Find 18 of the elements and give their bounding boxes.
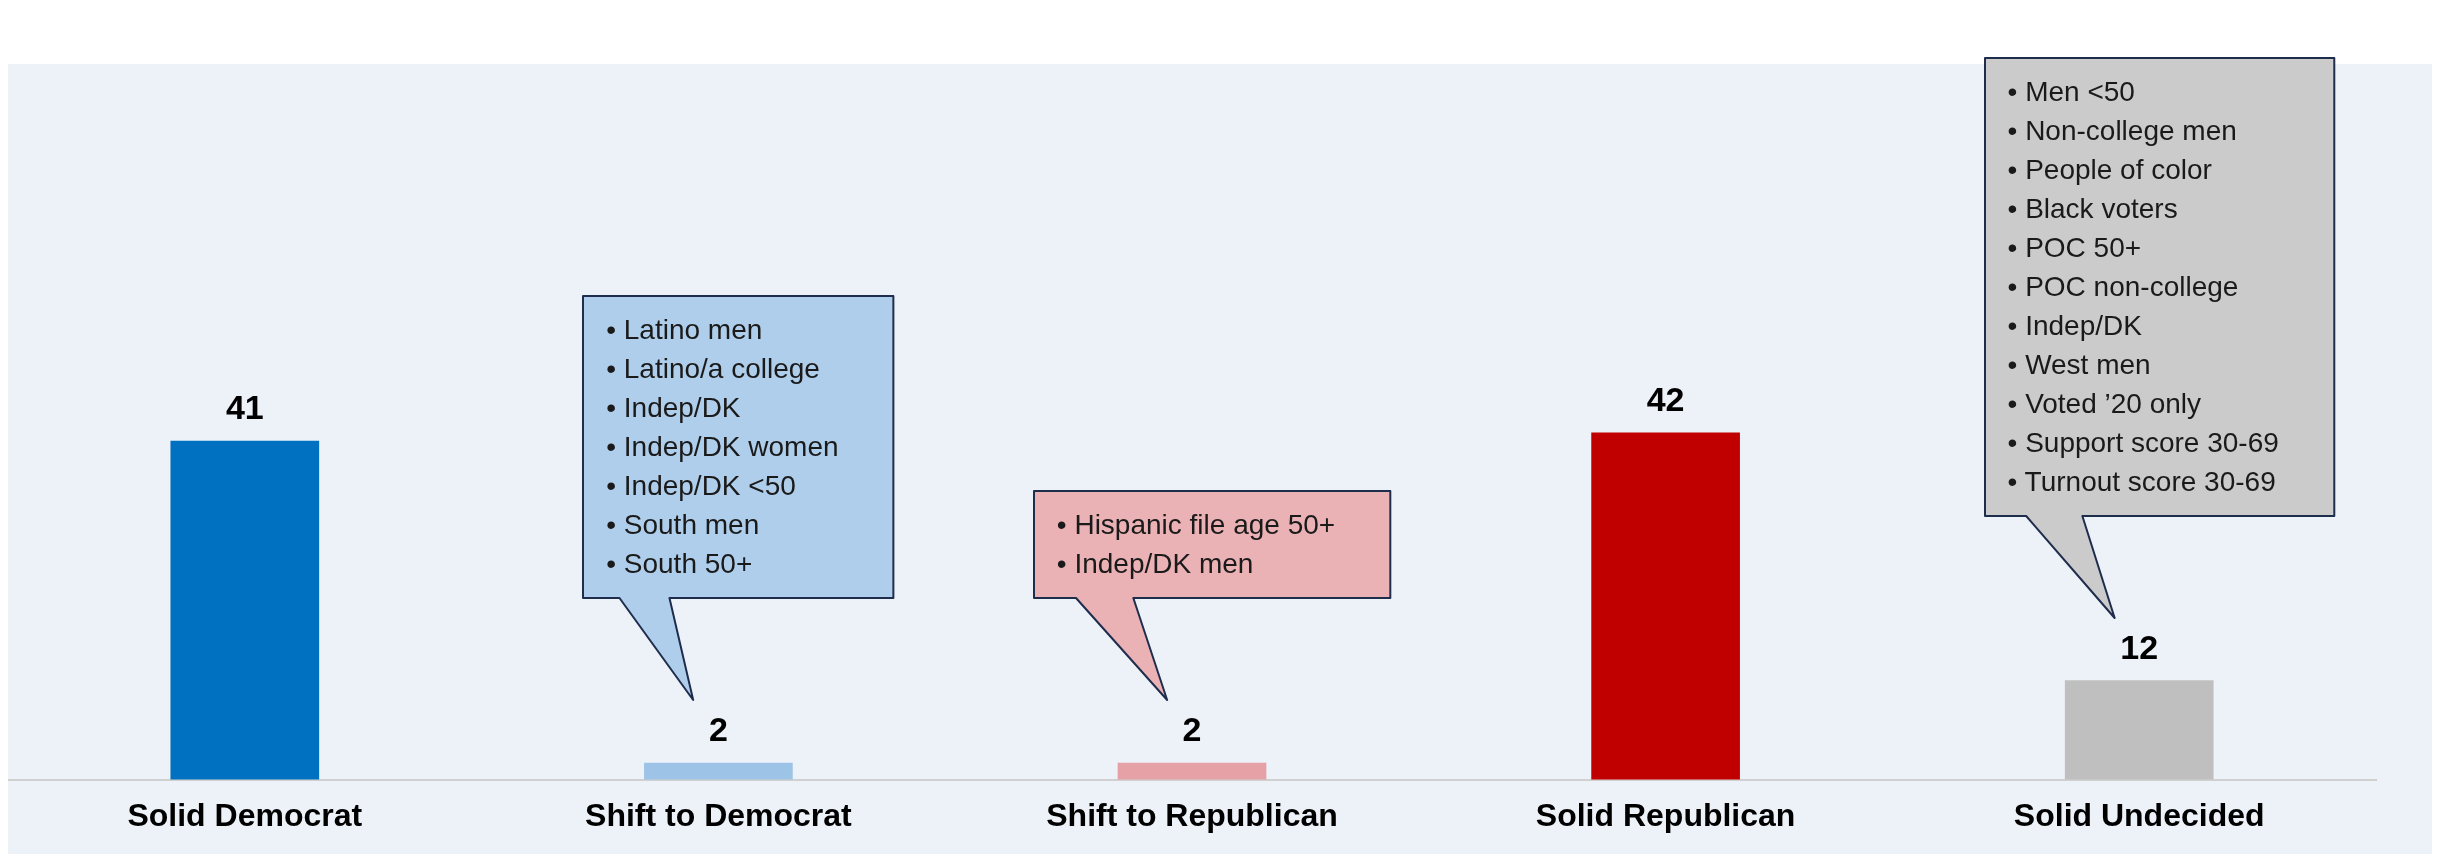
x-tick-label: Solid Democrat <box>127 796 363 833</box>
x-tick-label: Solid Republican <box>1535 796 1796 833</box>
bar <box>644 762 793 780</box>
data-label: 2 <box>708 710 728 749</box>
bar <box>1591 432 1740 780</box>
data-label: 12 <box>2120 627 2159 666</box>
data-label: 41 <box>225 388 264 427</box>
bar <box>1117 762 1267 780</box>
data-label: 42 <box>1646 380 1685 419</box>
annotation: • Latino men • Latino/a college • Indep/DK • Indep/DK women • Indep/DK <50 • South men • South 50+ <box>606 313 839 582</box>
data-label: 2 <box>1182 710 1202 749</box>
text: • Men <50 • Non-college men • People of color • Black voters • POC 50+ • POC non-college • Indep/DK • West men • Voted ’20 only • Support score 30-69 • Turnout score 30-69 <box>2007 75 2279 497</box>
bar <box>2064 680 2214 780</box>
x-tick-label: Shift to Democrat <box>585 796 853 833</box>
x-tick-label: Solid Undecided <box>2013 796 2265 833</box>
x-tick-label: Shift to Republican <box>1046 796 1338 833</box>
annotation: • Hispanic file age 50+ • Indep/DK men <box>1056 508 1336 582</box>
bar <box>170 440 320 780</box>
